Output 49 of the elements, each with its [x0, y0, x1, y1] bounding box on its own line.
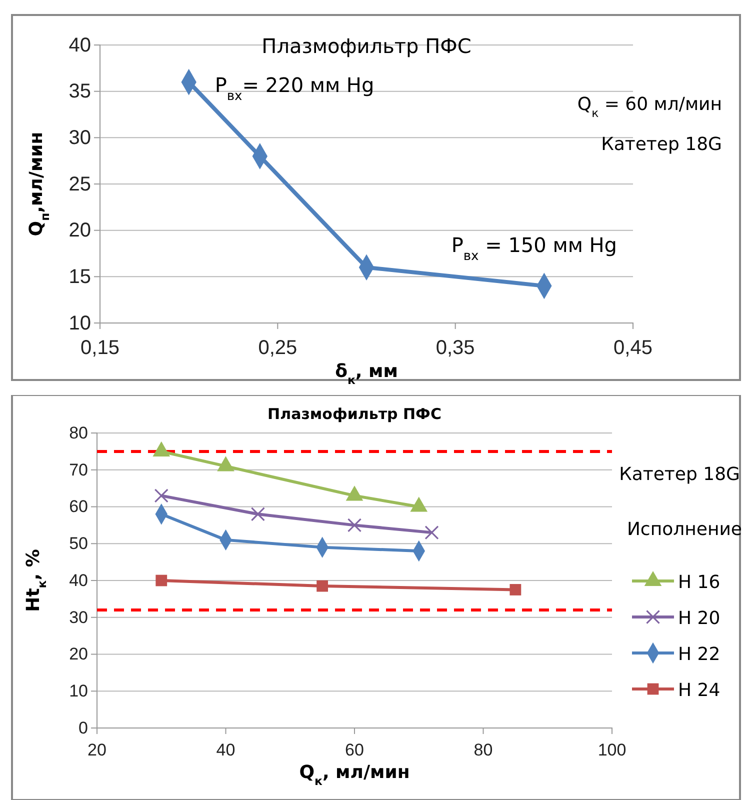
point [346, 486, 364, 501]
annotation: P$_{вх}$= 220 мм Hg [214, 73, 374, 104]
point [250, 507, 265, 522]
x-tick-label: 0,15 [80, 337, 120, 359]
y-tick-label: 20 [69, 644, 88, 664]
x-axis-title: δ$_{к}$, мм [335, 361, 398, 387]
point [510, 584, 522, 596]
text: Катетер 18G [619, 464, 740, 485]
point [424, 526, 439, 540]
x-axis-title: Q$_{к}$, мл/мин [299, 762, 410, 788]
y-tick-label: 70 [69, 460, 88, 480]
y-tick-label: 10 [69, 682, 88, 701]
y-tick-label: 0 [78, 718, 88, 738]
y-tick-label: 50 [69, 534, 88, 554]
y-tick-label: 10 [68, 312, 91, 334]
x-tick-label: 20 [88, 740, 106, 760]
y-tick-label: 30 [69, 608, 88, 627]
x-tick-label: 60 [345, 740, 364, 760]
chart-title: Плазмофильтр ПФС [268, 405, 442, 423]
y-tick-label: 60 [69, 497, 88, 516]
annotation: P$_{вх}$ = 150 мм Hg [451, 232, 618, 264]
point [347, 518, 362, 532]
x-tick-label: 40 [216, 740, 236, 760]
x-tick-label: 0,35 [436, 337, 475, 359]
chart-title: Плазмофильтр ПФС [262, 34, 472, 58]
point [217, 456, 234, 472]
legend-title: Исполнение [626, 519, 742, 540]
y-tick-label: 20 [68, 220, 91, 242]
x-tick-label: 100 [598, 740, 626, 760]
point [154, 488, 168, 503]
annotation: Катетер 18G [601, 134, 722, 155]
point [316, 580, 328, 592]
y-tick-label: 40 [69, 570, 88, 590]
legend-label: Н 20 [678, 608, 720, 629]
x-tick-label: 0,25 [258, 337, 298, 359]
y-tick-label: 15 [68, 266, 91, 288]
x-tick-label: 80 [474, 740, 493, 760]
y-tick-label: 80 [69, 423, 88, 442]
legend-label: Н 16 [678, 572, 720, 593]
legend-label: Н 24 [678, 680, 720, 701]
y-tick-label: 35 [68, 80, 91, 103]
annotation: Q$_{к}$ = 60 мл/мин [577, 94, 722, 120]
y-tick-label: 25 [68, 173, 91, 196]
legend-label: Н 22 [678, 644, 720, 665]
point [156, 574, 168, 586]
x-tick-label: 0,45 [614, 337, 652, 359]
y-tick-label: 40 [68, 34, 91, 56]
y-tick-label: 30 [68, 127, 91, 150]
point [152, 441, 170, 456]
